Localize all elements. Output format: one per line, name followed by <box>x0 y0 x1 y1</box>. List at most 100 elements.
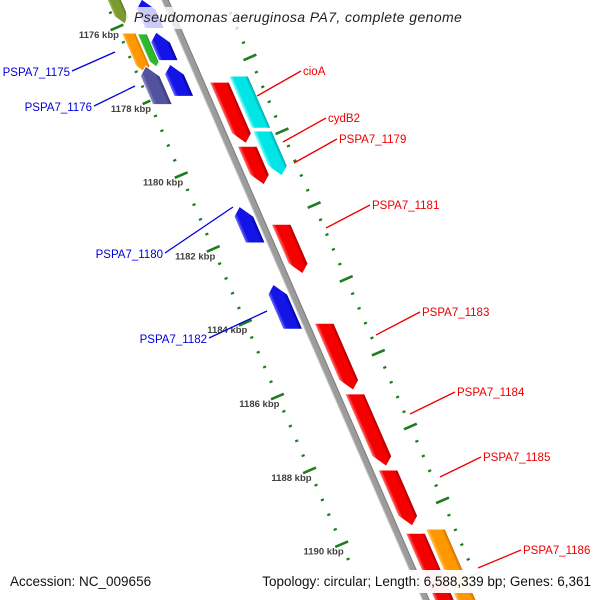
leader-line-PSPA7_1175 <box>71 51 116 72</box>
gene-label-PSPA7_1184[interactable]: PSPA7_1184 <box>457 387 525 399</box>
gene-label-cydB2[interactable]: cydB2 <box>328 113 360 125</box>
ruler-tick-label: 1186 kbp <box>239 399 279 410</box>
ruler-minor-tick <box>260 85 265 89</box>
ruler-major-tick <box>435 496 450 505</box>
leader-line-PSPA7_1176 <box>93 85 136 107</box>
gene-label-PSPA7_1181[interactable]: PSPA7_1181 <box>372 200 439 212</box>
ruler-minor-tick <box>382 365 387 370</box>
ruler-minor-tick <box>421 454 426 458</box>
gene-cydB2-arrow[interactable] <box>251 124 290 180</box>
ruler-major-tick <box>270 392 285 401</box>
gene-pspa7-1179-arrow[interactable] <box>236 139 272 188</box>
gene-blue-top-2-arrow[interactable] <box>148 29 180 68</box>
gene-blue-top-3-arrow[interactable] <box>162 61 195 104</box>
ruler-major-tick <box>238 318 253 327</box>
ruler-minor-tick <box>267 100 272 104</box>
ruler-minor-tick <box>249 335 254 340</box>
footer-accession: Accession: NC_009656 <box>10 574 151 589</box>
gene-label-PSPA7_1186[interactable]: PSPA7_1186 <box>523 545 590 557</box>
ruler-minor-tick <box>320 498 325 502</box>
ruler-minor-tick <box>414 439 419 443</box>
gene-label-PSPA7_1175[interactable]: PSPA7_1175 <box>3 67 70 79</box>
ruler-tick-label: 1176 kbp <box>79 30 119 41</box>
ruler-minor-tick <box>337 262 342 266</box>
ruler-minor-tick <box>159 129 164 133</box>
title-backdrop-band <box>126 7 486 29</box>
leader-line-PSPA7_1184 <box>409 391 456 415</box>
leader-line-PSPA7_1181 <box>325 204 371 229</box>
ruler-minor-tick <box>134 70 139 74</box>
ruler-major-tick <box>110 23 124 32</box>
ruler-minor-tick <box>459 542 464 547</box>
gene-label-PSPA7_1176[interactable]: PSPA7_1176 <box>25 102 92 114</box>
ruler-tick-label: 1180 kbp <box>143 178 183 189</box>
leader-line-PSPA7_1182 <box>208 310 268 339</box>
ruler-major-tick <box>275 127 289 136</box>
ruler-minor-tick <box>447 513 451 517</box>
genes-layer <box>102 0 479 600</box>
ruler-major-tick <box>307 201 322 210</box>
ruler-minor-tick <box>172 158 177 162</box>
leader-line-cydB2 <box>282 117 327 143</box>
ruler-minor-tick <box>256 350 261 354</box>
ruler-minor-tick <box>273 114 278 119</box>
ruler-tick-label: 1182 kbp <box>175 251 215 262</box>
gene-label-PSPA7_1182[interactable]: PSPA7_1182 <box>140 334 207 346</box>
gene-pspa7-1176-arrow[interactable] <box>137 62 174 111</box>
gene-pspa7-1180-arrow[interactable] <box>231 203 266 250</box>
gene-pspa7-1185-arrow[interactable] <box>377 463 420 530</box>
ruler-minor-tick <box>318 218 323 222</box>
gene-label-cioA[interactable]: cioA <box>303 66 326 78</box>
map-title: Pseudomonas aeruginosa PA7, complete gen… <box>134 9 462 25</box>
gene-pspa7-1181-arrow[interactable] <box>270 217 311 277</box>
ruler-minor-tick <box>350 291 355 296</box>
ruler-minor-tick <box>254 70 259 74</box>
ruler-major-tick <box>339 274 354 283</box>
gene-cioA-arrow[interactable] <box>227 69 272 136</box>
ruler-minor-tick <box>292 159 297 163</box>
ruler-minor-tick <box>224 276 228 281</box>
leader-line-PSPA7_1186 <box>477 549 522 569</box>
ruler-minor-tick <box>363 321 368 325</box>
ruler-minor-tick <box>395 395 400 399</box>
gene-label-PSPA7_1183[interactable]: PSPA7_1183 <box>422 307 489 319</box>
ruler-minor-tick <box>453 528 458 532</box>
ruler-major-tick <box>371 348 386 357</box>
leader-line-PSPA7_1185 <box>439 456 482 478</box>
ruler-minor-tick <box>262 365 267 369</box>
ruler-minor-tick <box>305 188 310 192</box>
gene-pspa7-1183-arrow[interactable] <box>313 316 361 394</box>
ruler-minor-tick <box>140 84 145 89</box>
ruler-minor-tick <box>389 380 394 384</box>
gene-pspa7-1184-arrow[interactable] <box>344 387 395 470</box>
gene-green-top-arrow[interactable] <box>136 30 160 68</box>
ruler-minor-tick <box>466 557 471 562</box>
gene-label-PSPA7_1185[interactable]: PSPA7_1185 <box>483 452 550 464</box>
ruler-minor-tick <box>281 409 286 413</box>
ruler-minor-tick <box>269 380 273 384</box>
ruler-minor-tick <box>370 336 374 340</box>
footer-backdrop-band <box>0 570 600 593</box>
ruler-minor-tick <box>331 247 336 251</box>
ruler-minor-tick <box>286 144 291 148</box>
gene-label-PSPA7_1180[interactable]: PSPA7_1180 <box>96 249 163 261</box>
ruler-minor-tick <box>108 11 113 15</box>
ruler-tick-label: 1190 kbp <box>304 547 344 558</box>
ruler-minor-tick <box>153 114 158 118</box>
genome-axis-rotated-layer <box>102 0 483 600</box>
ruler-major-tick <box>302 466 317 475</box>
gene-red-1178-arrow[interactable] <box>208 75 254 147</box>
ruler-minor-tick <box>192 202 196 207</box>
ruler-major-tick <box>403 422 418 431</box>
ruler-minor-tick <box>166 143 171 148</box>
ruler-minor-tick <box>402 410 406 414</box>
ruler-minor-tick <box>325 232 329 237</box>
leader-line-cioA <box>256 70 302 97</box>
ruler-minor-tick <box>357 306 361 311</box>
gene-label-PSPA7_1179[interactable]: PSPA7_1179 <box>339 134 406 146</box>
gene-pspa7-1182-arrow[interactable] <box>265 281 304 337</box>
gene-labels-layer: PSPA7_1175 PSPA7_1176 PSPA7_1180 PSPA7_1182… <box>3 51 590 569</box>
ruler-minor-tick <box>346 557 350 561</box>
ruler-tick-label: 1178 kbp <box>111 104 151 115</box>
